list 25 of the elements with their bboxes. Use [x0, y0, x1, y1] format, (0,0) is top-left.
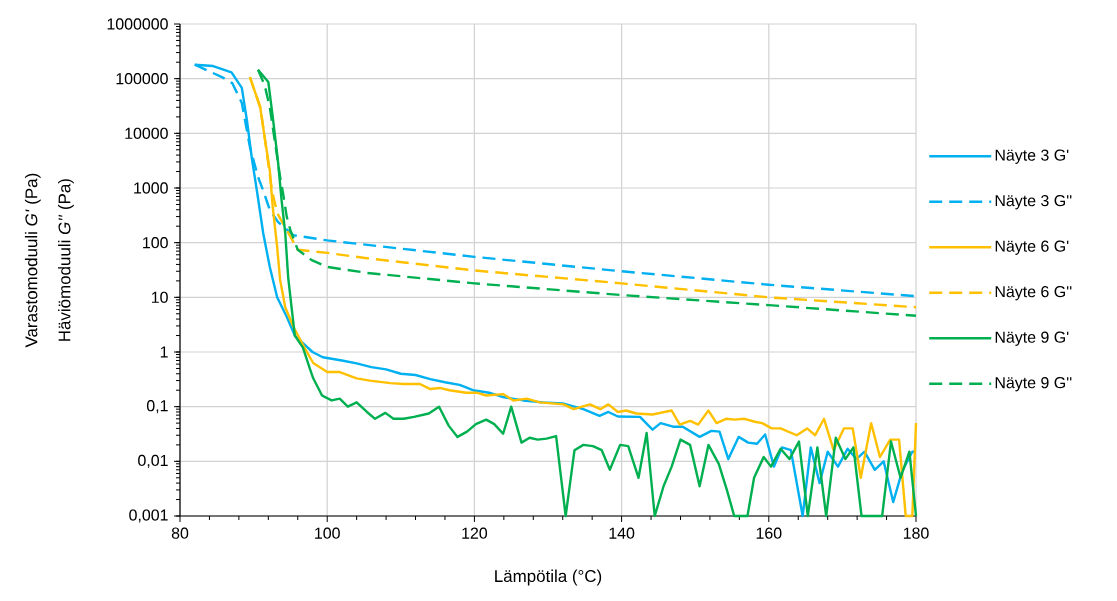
x-tick-label: 80	[171, 527, 189, 539]
legend-label: Näyte 6 G''	[995, 286, 1072, 301]
y-tick-label: 10	[151, 291, 168, 303]
y-tick-label: 1000000	[107, 18, 168, 30]
legend-label: Näyte 9 G'	[995, 331, 1069, 346]
y-tick-label: 100000	[116, 73, 168, 85]
y-tick-label: 1000	[134, 182, 168, 194]
legend-label: Näyte 3 G''	[995, 194, 1072, 210]
y-tick-label: 0,1	[146, 400, 168, 414]
y-tick-label: 10000	[125, 127, 168, 139]
x-tick-label: 180	[903, 527, 929, 539]
x-tick-label: 100	[315, 527, 340, 539]
y-tick-label: 100	[143, 237, 168, 249]
legend-label: Näyte 3 G'	[995, 149, 1069, 164]
x-axis-title: Lämpötila (°C)	[495, 569, 602, 586]
y-tick-label: 0,01	[138, 454, 168, 468]
x-tick-label: 120	[462, 527, 488, 539]
x-tick-label: 140	[609, 527, 635, 539]
y-tick-label: 0,001	[129, 509, 168, 523]
legend-label: Näyte 6 G'	[995, 240, 1069, 255]
y-tick-label: 1	[160, 346, 168, 358]
y-axis-title: Varastomoduuli G' (Pa)	[24, 173, 41, 348]
legend-label: Näyte 9 G''	[995, 377, 1072, 392]
text: Häviömoduuli G'' (Pa)	[58, 179, 74, 341]
x-tick-label: 160	[756, 527, 782, 539]
